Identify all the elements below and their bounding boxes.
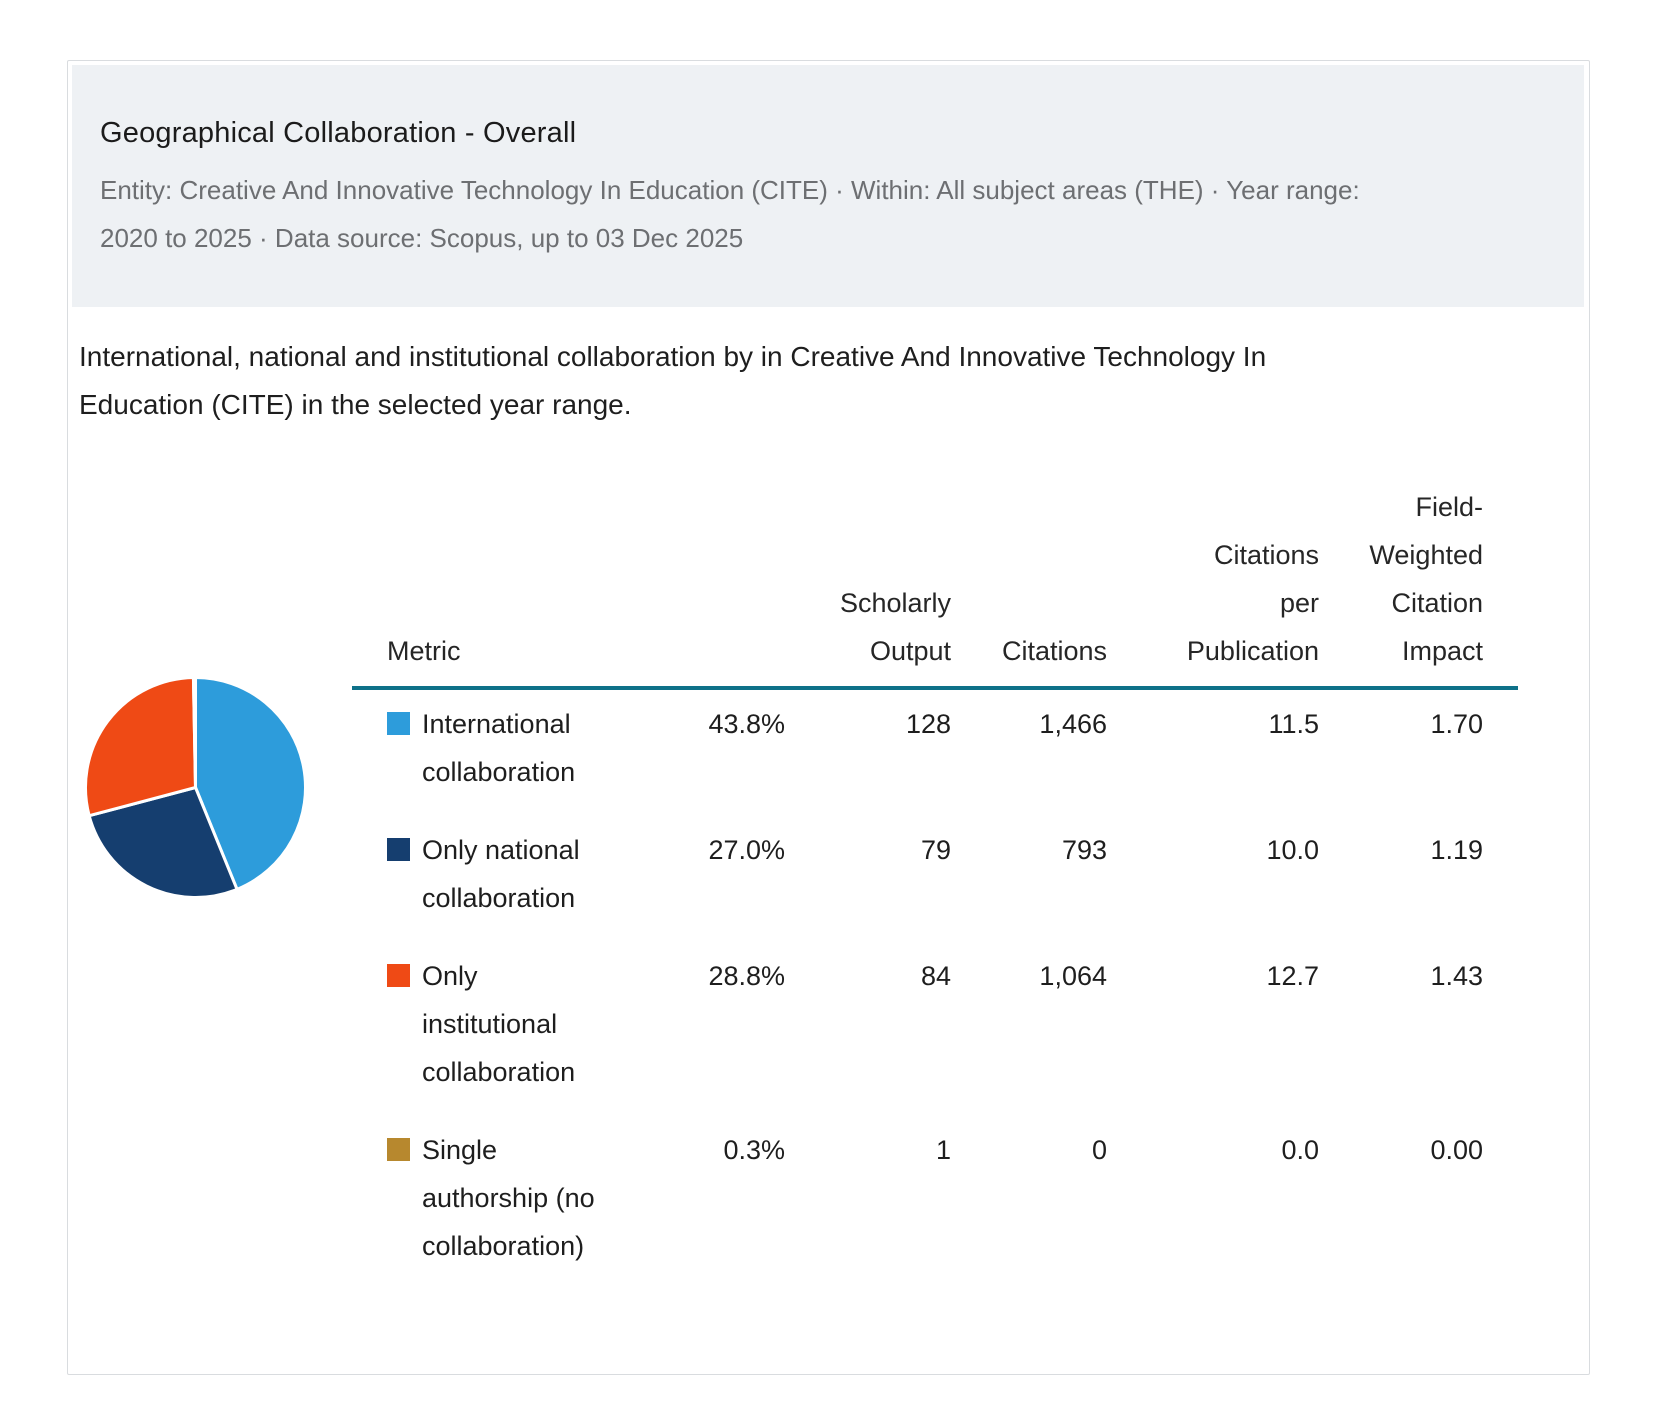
column-header-citations-per-publication: Citations per Publication — [1107, 445, 1319, 690]
table-row-only-institutional-collaboration: Only institutional collaboration 28.8% 8… — [352, 942, 1518, 1116]
page-title: Geographical Collaboration - Overall — [100, 117, 577, 149]
citations-cell: 793 — [1061, 835, 1107, 865]
output-cell: 79 — [920, 835, 951, 865]
share-cell: 0.3% — [723, 1135, 785, 1165]
column-header-citations: Citations — [951, 445, 1107, 690]
legend-swatch-national — [387, 838, 410, 861]
table-row-only-national-collaboration: Only national collaboration 27.0% 79 793… — [352, 816, 1518, 942]
citations-cell: 1,466 — [1039, 709, 1107, 739]
chart-and-table-section: Metric Scholarly Output Citations Citati… — [79, 445, 1569, 1290]
share-cell: 27.0% — [708, 835, 785, 865]
collaboration-metrics-table: Metric Scholarly Output Citations Citati… — [352, 445, 1518, 1290]
fwci-cell: 1.19 — [1430, 835, 1483, 865]
citations-cell: 1,064 — [1039, 961, 1107, 991]
report-body: International, national and institutiona… — [68, 307, 1589, 1290]
cpp-cell: 12.7 — [1266, 961, 1319, 991]
column-header-field-weighted-citation-impact: Field- Weighted Citation Impact — [1319, 445, 1518, 690]
cpp-cell: 11.5 — [1268, 709, 1319, 739]
metric-label: International collaboration — [422, 709, 576, 787]
report-header: Geographical Collaboration - Overall Ent… — [72, 65, 1584, 307]
fwci-cell: 1.70 — [1430, 709, 1483, 739]
report-card: Geographical Collaboration - Overall Ent… — [67, 60, 1590, 1375]
fwci-cell: 0.00 — [1430, 1135, 1483, 1165]
pie-slice-3 — [191, 676, 197, 789]
pie-chart-area — [79, 445, 352, 901]
table-row-single-authorship: Single authorship (no collaboration) 0.3… — [352, 1116, 1518, 1290]
column-header-metric: Metric — [352, 445, 607, 690]
metric-label: Single authorship (no collaboration) — [422, 1135, 595, 1261]
output-cell: 84 — [920, 961, 951, 991]
report-metadata: Entity: Creative And Innovative Technolo… — [100, 175, 1360, 253]
cpp-cell: 10.0 — [1266, 835, 1319, 865]
citations-cell: 0 — [1091, 1135, 1107, 1165]
legend-swatch-international — [387, 712, 410, 735]
legend-swatch-institutional — [387, 964, 410, 987]
table-row-international-collaboration: International collaboration 43.8% 128 1,… — [352, 688, 1518, 816]
metric-label: Only national collaboration — [422, 835, 580, 913]
pie-slice-0 — [194, 676, 307, 891]
report-description: International, national and institutiona… — [79, 341, 1267, 420]
metric-label: Only institutional collaboration — [422, 961, 576, 1087]
geographical-collaboration-pie-chart — [84, 676, 307, 899]
legend-swatch-single-authorship — [387, 1138, 410, 1161]
share-cell: 28.8% — [708, 961, 785, 991]
output-cell: 128 — [905, 709, 951, 739]
table-header-row: Metric Scholarly Output Citations Citati… — [352, 445, 1518, 690]
share-cell: 43.8% — [708, 709, 785, 739]
column-header-share — [607, 445, 785, 690]
cpp-cell: 0.0 — [1281, 1135, 1319, 1165]
fwci-cell: 1.43 — [1430, 961, 1483, 991]
pie-slice-1 — [87, 786, 239, 899]
pie-slice-2 — [84, 676, 197, 818]
column-header-scholarly-output: Scholarly Output — [785, 445, 951, 690]
output-cell: 1 — [935, 1135, 951, 1165]
